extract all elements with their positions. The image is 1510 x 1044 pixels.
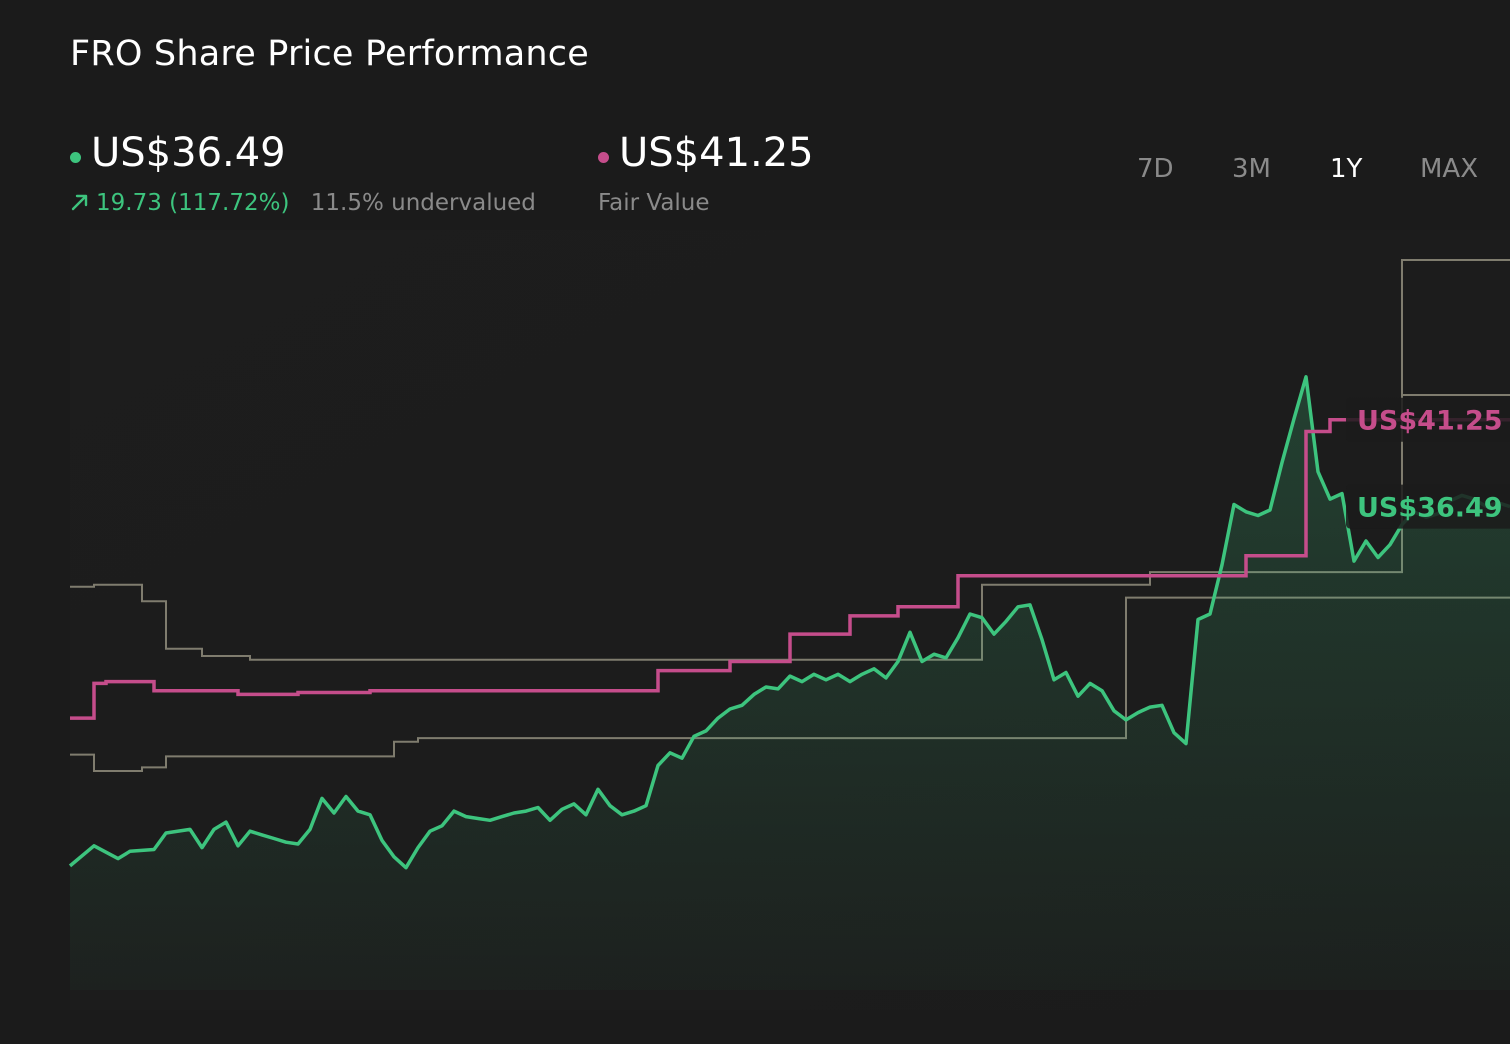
- valuation-text: 11.5% undervalued: [310, 190, 536, 216]
- band-top-line: [1401, 259, 1510, 395]
- price-legend-dot: [70, 152, 81, 163]
- fair-value-end-label-bg: [1346, 397, 1510, 442]
- arrow-up-right-icon: [71, 194, 88, 210]
- period-7d[interactable]: 7D: [1137, 154, 1174, 184]
- fair-value-line: [70, 417, 1510, 720]
- price-end-label-bg: [1346, 484, 1510, 529]
- band-high-line: [70, 394, 1510, 661]
- period-selector: 7D 3M 1Y MAX: [1100, 154, 1510, 194]
- fair-value-price: US$41.25: [619, 130, 814, 176]
- fair-value-legend-dot: [598, 152, 609, 163]
- price-end-label: US$36.49: [1357, 493, 1503, 524]
- price-stat: US$36.49 19.73 (117.72%) 11.5% undervalu…: [70, 130, 536, 216]
- period-1y[interactable]: 1Y: [1330, 154, 1363, 184]
- fair-value-label: Fair Value: [598, 190, 710, 216]
- period-max[interactable]: MAX: [1420, 154, 1479, 184]
- price-line: [68, 375, 1510, 870]
- fair-value-end-label: US$41.25: [1357, 406, 1503, 437]
- fair-value-stat: US$41.25 Fair Value: [598, 130, 814, 216]
- period-3m[interactable]: 3M: [1232, 154, 1271, 184]
- page-title: FRO Share Price Performance: [70, 34, 589, 74]
- price-area: [70, 376, 1510, 990]
- current-price: US$36.49: [91, 130, 286, 176]
- price-change: 19.73 (117.72%): [96, 190, 290, 216]
